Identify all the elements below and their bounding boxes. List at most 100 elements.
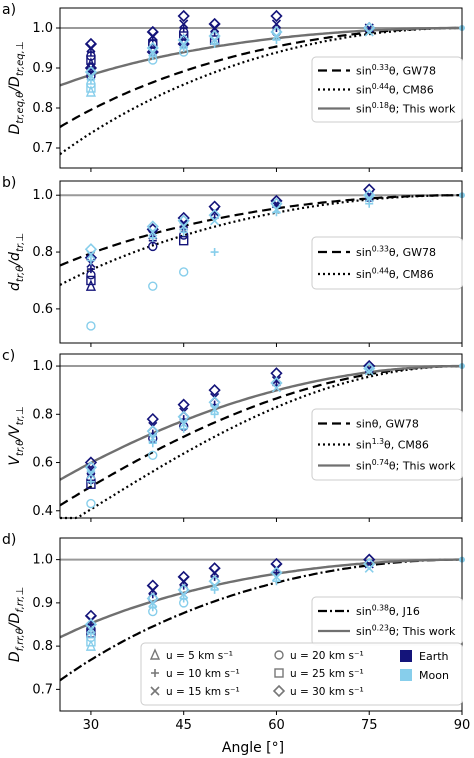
panels-group: 0.7 0.8 0.9 1.0 a) Dtr,eq,θ​/Dtr,eq,⊥​ sin0.33… xyxy=(2,2,465,715)
moon-point xyxy=(179,419,189,429)
moon-point xyxy=(148,433,158,443)
y-tick-label: 0.7 xyxy=(32,682,53,697)
moon-point xyxy=(271,383,282,393)
moon-point xyxy=(86,624,96,634)
legend-label: sin0.74θ; This work xyxy=(356,458,456,472)
legend-label: sinθ, GW78 xyxy=(356,418,419,431)
legend-label: sin0.18θ; This work xyxy=(356,101,456,115)
moon-point xyxy=(148,606,158,617)
legend-label: sin0.23θ; This work xyxy=(356,624,456,638)
y-axis-label: Df,rr,θ​/Df,rr,⊥​ xyxy=(7,587,26,662)
legend-speed-label: u = 10 km s⁻¹ xyxy=(166,668,240,680)
moon-point xyxy=(148,450,158,460)
x-tick-label: 75 xyxy=(361,718,378,733)
moon-point xyxy=(86,321,96,331)
earth-point xyxy=(272,568,281,577)
y-tick-label: 0.4 xyxy=(32,504,53,519)
y-tick-label: 0.8 xyxy=(32,245,53,260)
legend-label: sin1.3θ, CM86 xyxy=(356,437,429,451)
earth-point xyxy=(177,398,190,411)
moon-point xyxy=(146,425,159,438)
moon-point xyxy=(148,281,158,291)
y-tick-label: 0.8 xyxy=(32,639,53,654)
panel-d: 0.7 0.8 0.9 1.0 d) Df,rr,θ​/Df,rr,⊥​ sin0.38θ,… xyxy=(2,532,465,715)
legend-moon-swatch xyxy=(400,669,412,681)
earth-point xyxy=(86,275,96,286)
x-tick-label: 45 xyxy=(175,718,192,733)
legend-box xyxy=(311,56,463,123)
moon-point xyxy=(210,40,219,48)
moon-point xyxy=(84,461,98,474)
moon-point xyxy=(148,227,158,237)
panel-c: 0.4 0.6 0.8 1.0 c) Vtr,θ​/Vtr,⊥​ sinθ, GW78 sin… xyxy=(2,348,465,522)
moon-point xyxy=(179,221,189,232)
moon-point xyxy=(85,85,97,97)
legend-triangle-marker xyxy=(149,648,161,660)
y-tick-label: 1.0 xyxy=(32,553,53,568)
legend-speed-label: u = 30 km s⁻¹ xyxy=(290,686,364,698)
moon-point xyxy=(364,366,374,376)
moon-point xyxy=(179,589,189,599)
moon-point xyxy=(179,424,188,433)
y-tick-label: 0.6 xyxy=(32,456,53,471)
legend-speed-label: u = 5 km s⁻¹ xyxy=(166,650,233,662)
legend-speed-label: u = 20 km s⁻¹ xyxy=(290,650,364,662)
legend-box xyxy=(311,408,463,481)
y-tick-label: 0.6 xyxy=(32,302,53,317)
marker-legend: u = 5 km s⁻¹ u = 20 km s⁻¹ u = 10 km s⁻¹ u … xyxy=(140,642,463,706)
earth-point xyxy=(85,279,97,291)
curve-dotted xyxy=(59,26,462,156)
y-tick-label: 0.9 xyxy=(32,61,53,76)
legend-diamond-marker xyxy=(272,684,286,698)
moon-point xyxy=(148,55,158,65)
moon-point xyxy=(208,396,221,409)
y-tick-label: 0.8 xyxy=(32,407,53,422)
moon-point xyxy=(86,83,96,93)
legend-body-label: Moon xyxy=(419,669,449,682)
earth-point xyxy=(210,207,220,217)
curve-solid xyxy=(59,558,462,639)
legend-label: sin0.38θ, J16 xyxy=(356,604,420,618)
moon-point xyxy=(86,637,96,647)
y-tick-label: 0.7 xyxy=(32,141,53,156)
legend-label: sin0.44θ, CM86 xyxy=(356,267,434,281)
earth-point xyxy=(146,412,159,426)
moon-point xyxy=(85,639,97,651)
earth-point xyxy=(208,384,221,397)
x-tick-label: 60 xyxy=(268,718,285,733)
moon-point xyxy=(210,410,219,419)
legend-body-label: Earth xyxy=(419,650,449,663)
moon-point xyxy=(210,216,220,226)
y-tick-label: 1.0 xyxy=(32,21,53,36)
moon-point xyxy=(271,572,282,582)
earth-point xyxy=(84,456,98,469)
panel-label: a) xyxy=(2,2,16,18)
curve-dotted xyxy=(60,365,462,520)
x-tick-label: 30 xyxy=(83,718,100,733)
earth-point xyxy=(86,270,96,280)
moon-point xyxy=(272,36,281,44)
legend-plus-marker xyxy=(151,669,159,677)
legend-label: sin0.44θ, CM86 xyxy=(356,82,434,96)
moon-point xyxy=(148,439,157,448)
legend-box xyxy=(311,236,463,290)
earth-point xyxy=(270,9,283,23)
moon-point xyxy=(210,404,220,415)
y-axis-label: Vtr,θ​/Vtr,⊥​ xyxy=(7,406,26,465)
moon-point xyxy=(178,267,189,277)
moon-point xyxy=(364,563,374,573)
moon-point xyxy=(86,498,96,509)
moon-point xyxy=(86,250,96,260)
moon-point xyxy=(178,47,189,57)
curve-dashed xyxy=(59,194,462,267)
moon-point xyxy=(86,477,95,486)
moon-point xyxy=(210,248,219,257)
moon-point xyxy=(148,233,157,242)
legend-speed-label: u = 25 km s⁻¹ xyxy=(290,668,364,680)
curve-solid xyxy=(59,364,462,481)
x-axis-label: Angle [°] xyxy=(222,740,284,756)
legend-square-marker xyxy=(274,668,284,678)
x-tick-labels: 30 45 60 75 90 xyxy=(83,718,471,733)
moon-point xyxy=(86,470,96,480)
legend-label: sin0.33θ, GW78 xyxy=(356,63,436,77)
